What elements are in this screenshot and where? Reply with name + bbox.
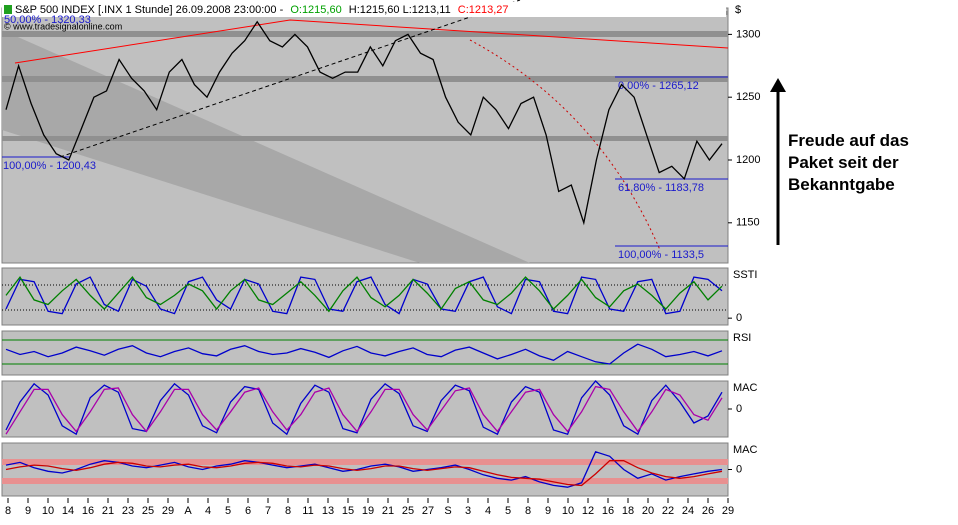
line (5, 343, 723, 365)
currency: $ (735, 4, 741, 16)
panel-title: RSI (733, 332, 751, 344)
x-tick-label: A (184, 505, 192, 517)
watermark: © www.tradesignalonline.com (4, 21, 122, 31)
y-tick-label: 1250 (736, 91, 760, 103)
line (5, 276, 723, 315)
annotation: Paket seit der (788, 153, 899, 172)
instrument: S&P 500 INDEX [.INX 1 Stunde] 26.09.2008… (15, 4, 284, 16)
x-tick-label: 22 (662, 505, 674, 517)
trend-lines (14, 0, 729, 251)
header: S&P 500 INDEX [.INX 1 Stunde] 26.09.2008… (15, 4, 509, 16)
y-tick-label: 1200 (736, 154, 760, 166)
fib-lines (2, 76, 728, 247)
x-tick-label: 9 (545, 505, 551, 517)
x-tick-label: 9 (25, 505, 31, 517)
x-tick-label: 12 (582, 505, 594, 517)
close: C:1213,27 (458, 4, 509, 16)
y-tick-label: 0 (736, 463, 742, 475)
x-tick-label: 5 (505, 505, 511, 517)
fib-label: 100,00% - 1133,5 (618, 249, 704, 261)
line (5, 275, 723, 313)
y-tick-label: 0 (736, 312, 742, 324)
x-tick-label: 20 (642, 505, 654, 517)
x-tick-label: 13 (322, 505, 334, 517)
x-tick-label: 8 (525, 505, 531, 517)
high-low: H:1215,60 L:1213,11 (349, 4, 451, 16)
x-tick-label: 16 (602, 505, 614, 517)
panel-title: SSTI (733, 269, 757, 281)
y-tick-label: 0 (736, 403, 742, 415)
x-tick-label: 10 (42, 505, 54, 517)
x-tick-label: 4 (205, 505, 211, 517)
annotation: Bekanntgabe (788, 175, 895, 194)
fib-label: 50,00% - 1320,33 (4, 14, 91, 26)
x-tick-label: 10 (562, 505, 574, 517)
panel-title: MAC (733, 444, 758, 456)
x-tick-label: 23 (122, 505, 134, 517)
x-tick-label: 8 (5, 505, 11, 517)
plot: 1150 1200 1250 1300 0 SSTI RSI 0 MAC 0 MAC 8 9 10 14 16… (5, 20, 760, 517)
x-tick-label: 19 (362, 505, 374, 517)
x-tick-label: 3 (465, 505, 471, 517)
arrow (770, 78, 786, 245)
x-tick-label: 16 (82, 505, 94, 517)
x-tick-label: 14 (62, 505, 74, 517)
mac-bands (2, 459, 728, 484)
panel-title: MAC (733, 382, 758, 394)
x-tick-label: 18 (622, 505, 634, 517)
header-icon (4, 5, 12, 14)
annotation: Freude auf das (788, 131, 909, 150)
x-tick-label: 15 (342, 505, 354, 517)
line (5, 20, 723, 226)
x-tick-label: 25 (402, 505, 414, 517)
open: O:1215,60 (290, 4, 341, 16)
x-tick-label: 4 (485, 505, 491, 517)
indicator-guides (2, 284, 728, 311)
x-tick-label: 7 (265, 505, 271, 517)
x-tick-label: 21 (382, 505, 394, 517)
panel-backgrounds (1, 7, 729, 497)
x-tick-label: 29 (722, 505, 734, 517)
line (5, 460, 723, 487)
x-tick-label: 11 (302, 505, 313, 517)
x-tick-label: 25 (142, 505, 154, 517)
x-tick-label: 29 (162, 505, 174, 517)
header-bar (2, 2, 726, 17)
x-tick-label: 26 (702, 505, 714, 517)
x-tick-label: 27 (422, 505, 434, 517)
x-tick-label: 6 (245, 505, 251, 517)
x-tick-label: 5 (225, 505, 231, 517)
y-tick-label: 1300 (736, 28, 760, 40)
y-tick-label: 1150 (736, 217, 760, 229)
fib-label: 61,80% - 1183,78 (618, 182, 704, 194)
line (5, 451, 723, 488)
x-tick-label: S (444, 505, 451, 517)
x-tick-label: 8 (285, 505, 291, 517)
fib-label: 0,00% - 1265,12 (618, 80, 699, 92)
fib-label: 100,00% - 1200,43 (3, 160, 96, 172)
line (5, 385, 723, 435)
x-tick-label: 24 (682, 505, 694, 517)
x-tick-label: 21 (102, 505, 114, 517)
channel-band (2, 30, 530, 263)
